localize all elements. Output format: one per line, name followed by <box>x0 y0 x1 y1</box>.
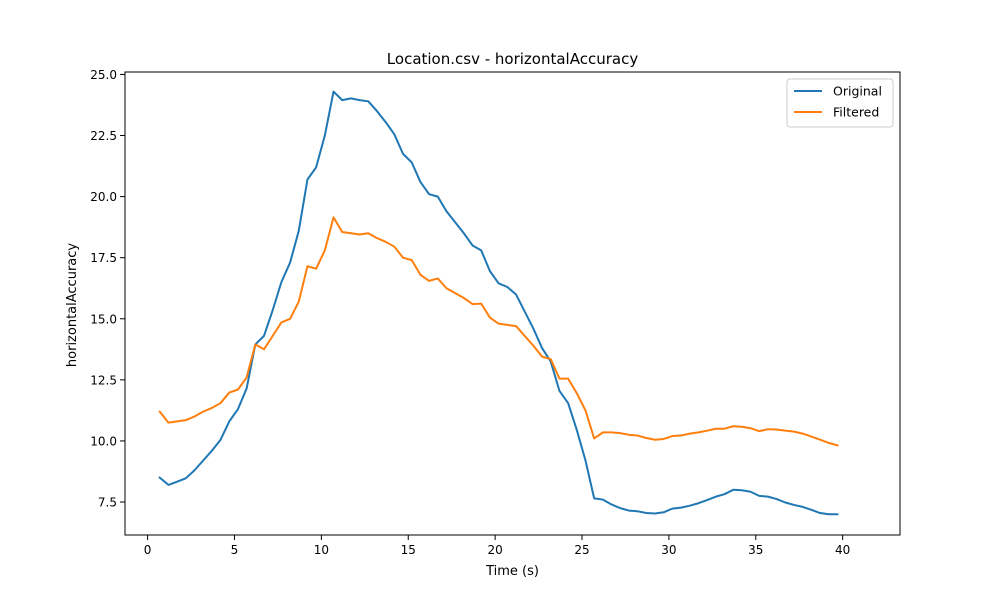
y-tick-label: 20.0 <box>90 190 117 204</box>
y-tick-label: 7.5 <box>98 496 117 510</box>
plot-area <box>124 71 901 536</box>
y-tick-label: 25.0 <box>90 68 117 82</box>
x-tick-label: 0 <box>144 543 152 557</box>
y-tick-label: 10.0 <box>90 434 117 448</box>
x-tick-label: 40 <box>835 543 850 557</box>
x-tick-label: 15 <box>401 543 416 557</box>
x-tick-label: 25 <box>574 543 589 557</box>
x-tick-label: 35 <box>748 543 763 557</box>
y-tick-label: 22.5 <box>90 129 117 143</box>
x-tick-label: 5 <box>231 543 239 557</box>
x-tick-label: 20 <box>487 543 502 557</box>
x-tick-label: 30 <box>661 543 676 557</box>
y-tick-label: 12.5 <box>90 373 117 387</box>
legend-label-filtered: Filtered <box>833 105 879 120</box>
chart-title: Location.csv - horizontalAccuracy <box>387 50 639 68</box>
series-line-filtered <box>158 216 839 447</box>
y-axis-label: horizontalAccuracy <box>65 243 80 367</box>
plot-frame <box>124 71 901 536</box>
series-line-original <box>158 90 839 516</box>
axes-frame <box>124 71 901 536</box>
y-axis: 7.5 10.0 12.5 15.0 17.5 20.0 22.5 25.0 <box>90 68 125 510</box>
y-tick-label: 15.0 <box>90 312 117 326</box>
x-axis-label: Time (s) <box>485 564 539 579</box>
series-group <box>158 90 839 516</box>
x-axis: 0 5 10 15 20 25 30 35 40 <box>144 535 850 557</box>
legend-label-original: Original <box>833 84 882 99</box>
x-tick-label: 10 <box>314 543 329 557</box>
y-tick-label: 17.5 <box>90 251 117 265</box>
legend: Original Filtered <box>786 78 894 128</box>
